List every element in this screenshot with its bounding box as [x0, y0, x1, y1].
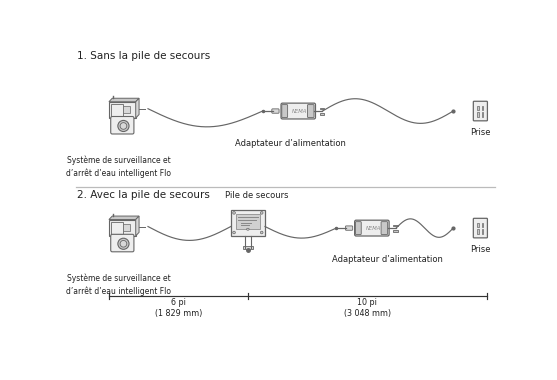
Ellipse shape: [233, 231, 236, 234]
Bar: [477, 106, 479, 110]
Ellipse shape: [118, 238, 129, 249]
Bar: [477, 230, 479, 234]
FancyBboxPatch shape: [111, 234, 134, 252]
Bar: [482, 106, 483, 110]
Bar: [482, 112, 483, 117]
Bar: [320, 113, 324, 115]
Bar: [111, 222, 123, 234]
Text: 1. Sans la pile de secours: 1. Sans la pile de secours: [77, 51, 211, 61]
Bar: [482, 230, 483, 234]
Bar: [482, 223, 483, 227]
Bar: [477, 223, 479, 227]
Bar: [393, 230, 398, 232]
Bar: [320, 108, 324, 109]
Bar: [111, 104, 123, 116]
Text: Adaptateur d’alimentation: Adaptateur d’alimentation: [235, 139, 346, 148]
Bar: [477, 112, 479, 117]
Ellipse shape: [233, 212, 236, 214]
Polygon shape: [136, 98, 139, 118]
FancyBboxPatch shape: [231, 210, 265, 236]
FancyBboxPatch shape: [236, 214, 260, 229]
Text: Prise: Prise: [470, 128, 491, 137]
FancyBboxPatch shape: [111, 117, 134, 134]
FancyBboxPatch shape: [473, 101, 487, 121]
Polygon shape: [136, 216, 139, 236]
Ellipse shape: [260, 212, 263, 214]
Bar: [124, 106, 130, 113]
Text: Prise: Prise: [470, 245, 491, 254]
Bar: [124, 224, 130, 231]
FancyBboxPatch shape: [307, 105, 314, 117]
Text: Pile de secours: Pile de secours: [226, 191, 289, 200]
Polygon shape: [109, 216, 139, 220]
FancyBboxPatch shape: [381, 222, 388, 234]
Ellipse shape: [120, 123, 127, 129]
FancyBboxPatch shape: [272, 109, 279, 113]
Ellipse shape: [118, 120, 129, 131]
Text: Système de surveillance et
d’arrêt d’eau intelligent Flo: Système de surveillance et d’arrêt d’eau…: [66, 274, 171, 296]
FancyBboxPatch shape: [345, 226, 353, 230]
FancyBboxPatch shape: [109, 220, 136, 236]
Text: 10 pi
(3 048 mm): 10 pi (3 048 mm): [344, 298, 391, 318]
Ellipse shape: [260, 231, 263, 234]
Polygon shape: [109, 98, 139, 102]
Text: NEMA: NEMA: [292, 109, 307, 114]
FancyBboxPatch shape: [355, 220, 389, 236]
Bar: [393, 225, 398, 226]
Ellipse shape: [120, 241, 127, 247]
Text: Système de surveillance et
d’arrêt d’eau intelligent Flo: Système de surveillance et d’arrêt d’eau…: [66, 156, 171, 178]
Ellipse shape: [247, 228, 249, 230]
Text: 6 pi
(1 829 mm): 6 pi (1 829 mm): [155, 298, 202, 318]
FancyBboxPatch shape: [281, 103, 315, 119]
Text: NEMA: NEMA: [365, 226, 381, 231]
FancyBboxPatch shape: [282, 105, 287, 117]
Text: Adaptateur d’alimentation: Adaptateur d’alimentation: [332, 255, 443, 264]
Bar: [243, 246, 253, 249]
FancyBboxPatch shape: [473, 218, 487, 238]
Text: 2. Avec la pile de secours: 2. Avec la pile de secours: [77, 190, 210, 200]
FancyBboxPatch shape: [355, 222, 361, 234]
FancyBboxPatch shape: [109, 102, 136, 118]
